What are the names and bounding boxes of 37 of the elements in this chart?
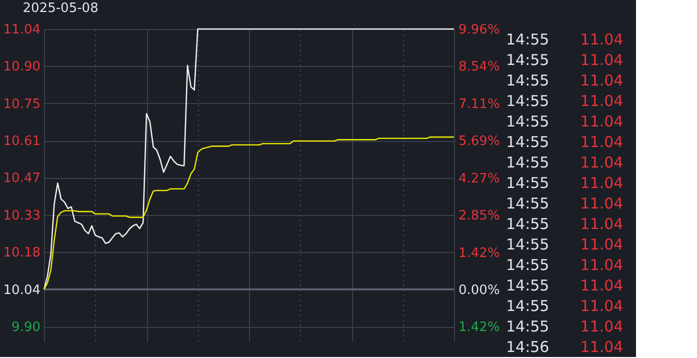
y-tick-label: 10.90 <box>3 60 40 75</box>
line-series <box>43 28 455 290</box>
y2-tick-label: 7.11% <box>458 97 500 112</box>
text: 14:55 11.04 <box>506 256 624 274</box>
text: 14:55 11.04 <box>506 153 624 172</box>
y2-tick-label: 0.00% <box>458 282 500 298</box>
text: 14:55 11.04 <box>506 132 624 151</box>
y2-tick-label: 2.85% <box>458 208 500 224</box>
line-series <box>43 136 455 290</box>
y-tick-label: 9.90 <box>12 320 40 336</box>
y2-tick-label: 1.42% <box>458 246 500 261</box>
y-tick-label: 10.04 <box>3 282 40 298</box>
y-tick-label: 10.18 <box>3 246 40 261</box>
text: 14:55 11.04 <box>506 276 624 294</box>
text: 14:55 11.04 <box>506 50 624 69</box>
chart-title: 2025-05-08 <box>22 1 98 16</box>
y2-tick-label: 8.54% <box>458 60 500 75</box>
text: 14:55 11.04 <box>506 71 624 90</box>
text: 14:55 11.04 <box>506 174 624 192</box>
text: 14:55 11.04 <box>506 112 624 130</box>
y-tick-label: 11.04 <box>3 22 40 38</box>
y-tick-label: 10.47 <box>3 171 40 186</box>
text: 14:55 11.04 <box>506 214 624 233</box>
text: 14:55 11.04 <box>506 317 624 336</box>
text: 14:55 11.04 <box>506 92 624 110</box>
text: 14:55 11.04 <box>506 194 624 212</box>
y2-tick-label: 1.42% <box>458 320 500 336</box>
y2-tick-label: 4.27% <box>458 171 500 186</box>
y2-tick-label: 9.96% <box>458 22 500 38</box>
text: 14:55 11.04 <box>506 235 624 254</box>
text: 14:55 11.04 <box>506 296 624 315</box>
y-tick-label: 10.61 <box>3 134 40 150</box>
y-tick-label: 10.33 <box>3 208 40 224</box>
y2-tick-label: 5.69% <box>458 134 500 150</box>
text: 14:55 11.04 <box>506 30 624 48</box>
y-tick-label: 10.75 <box>3 96 40 112</box>
text: 14:56 11.04 <box>506 338 624 356</box>
